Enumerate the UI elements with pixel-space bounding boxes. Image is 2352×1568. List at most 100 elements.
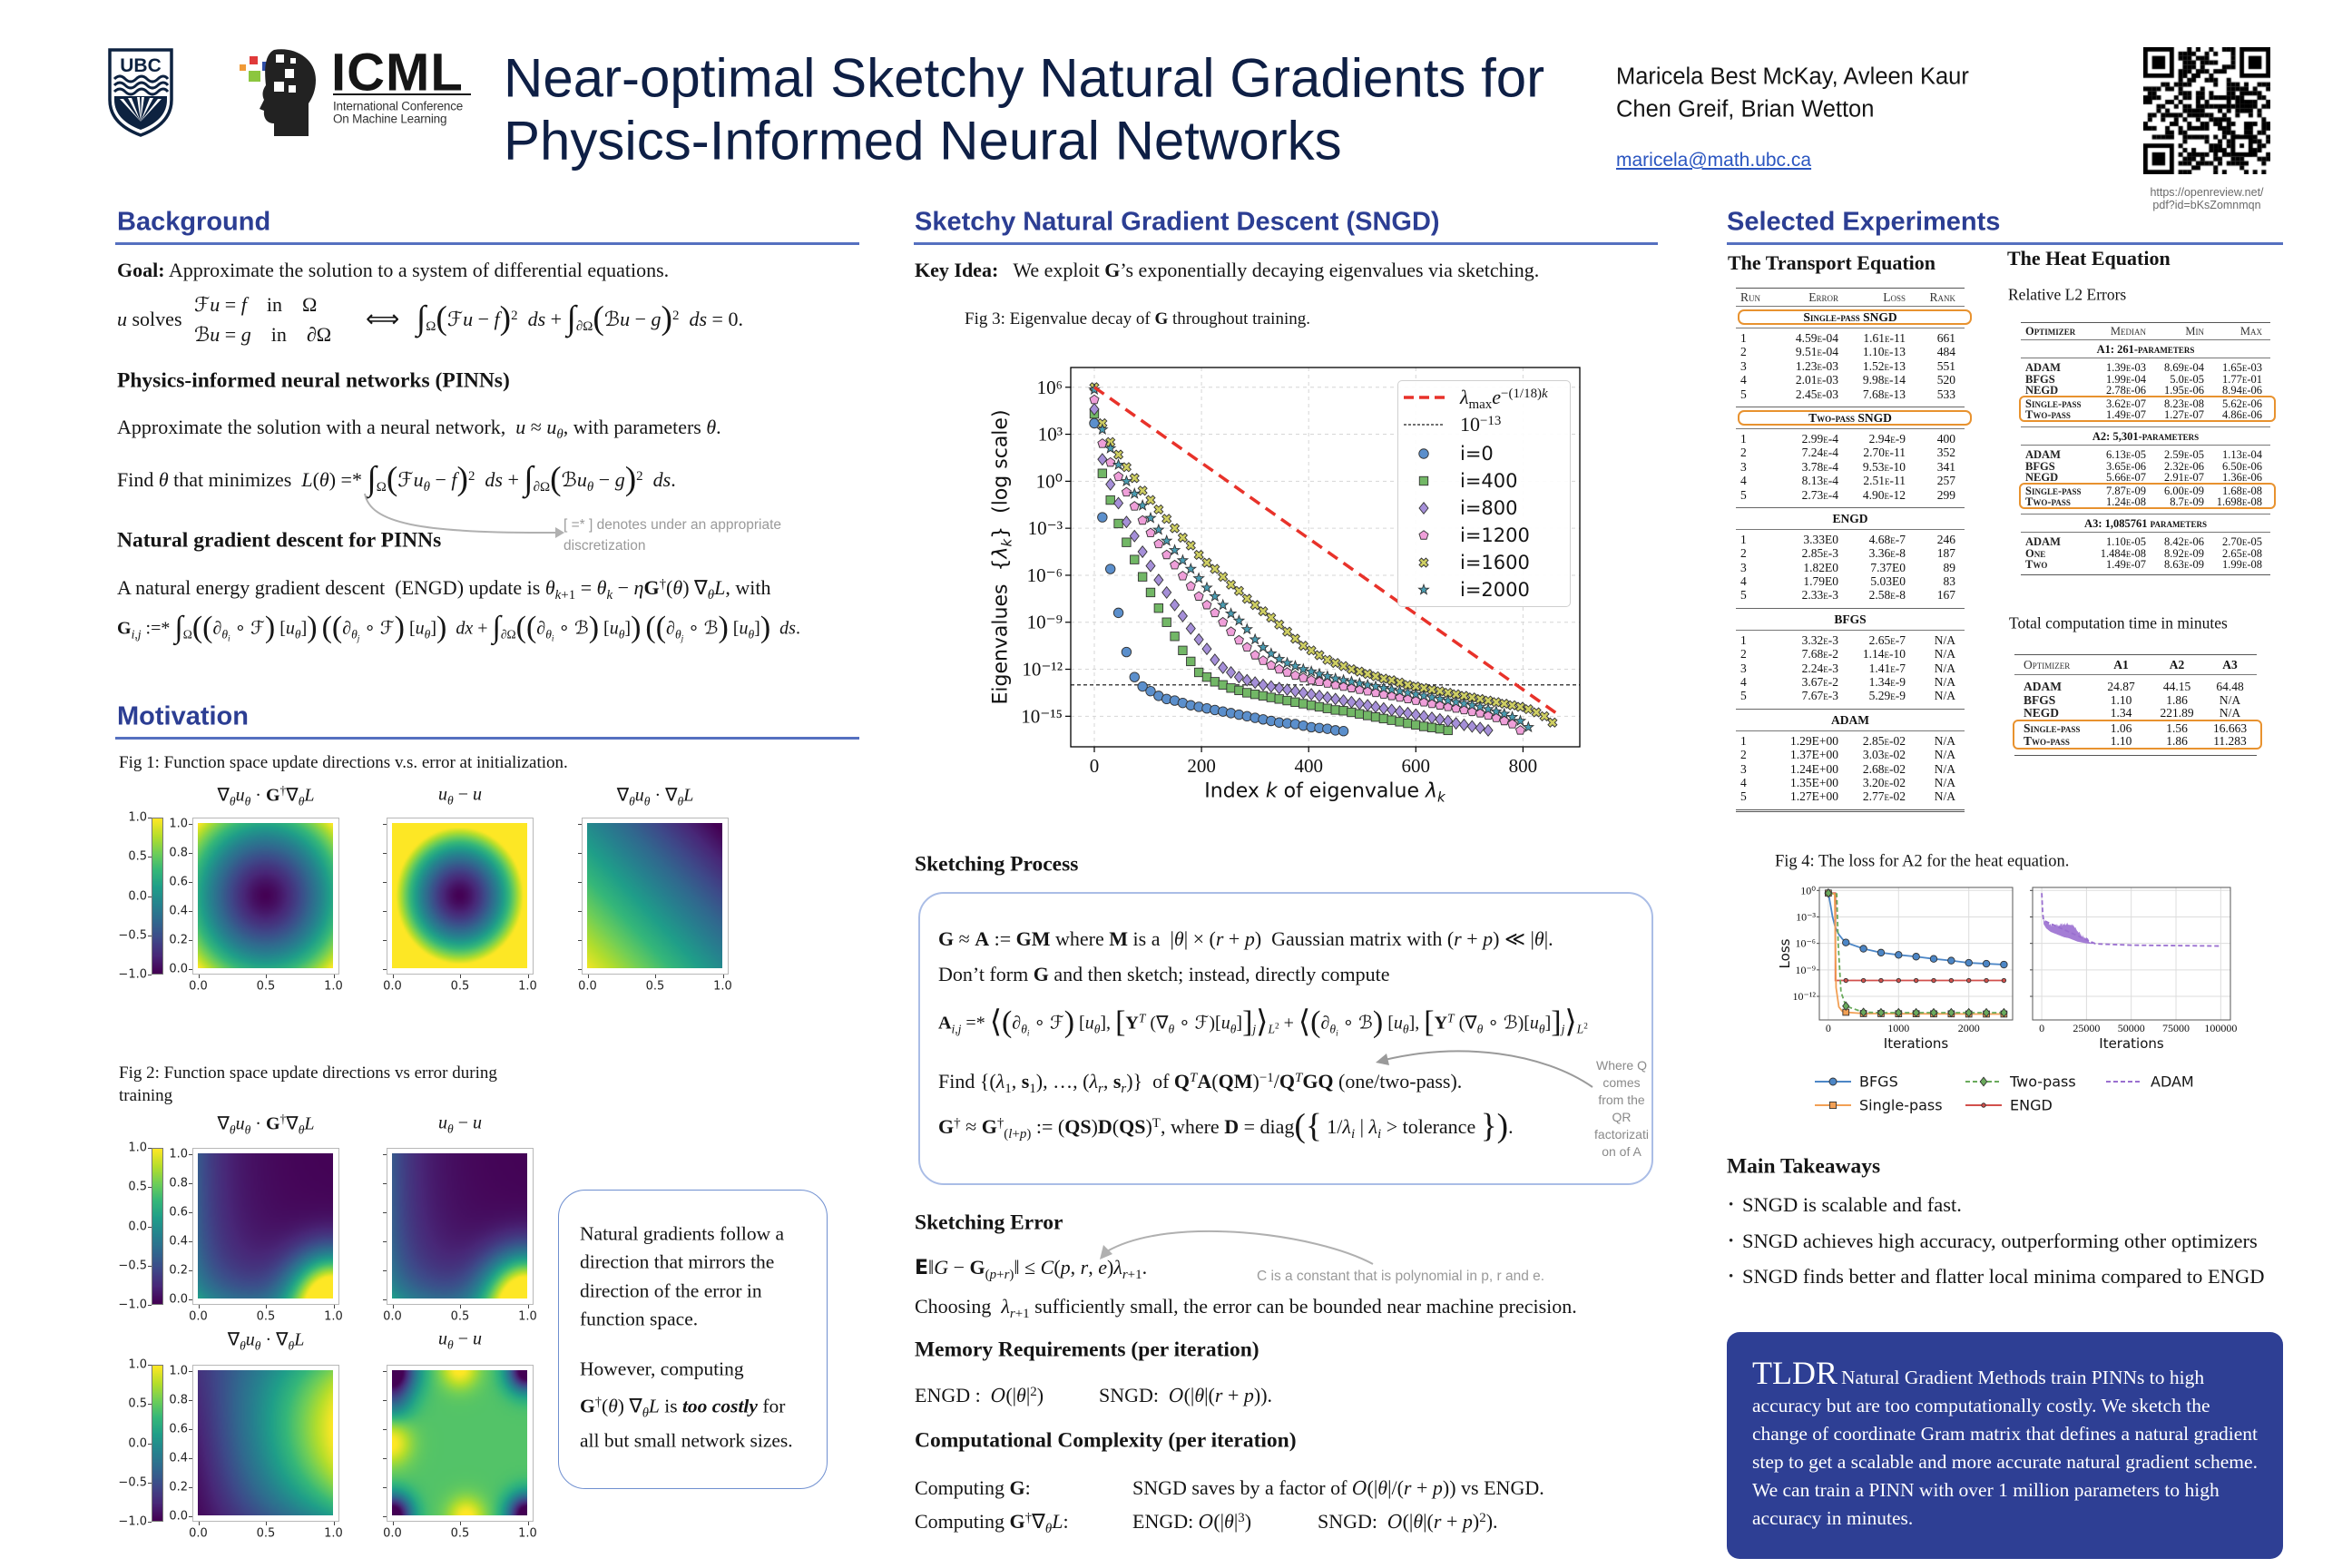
table-row: Single-pass 3.62e-07 8.23e-08 5.62e-06: [2021, 397, 2270, 410]
fig3-ytick-label: 10⁻¹⁵: [1021, 705, 1063, 727]
math-italic: λ: [1001, 1295, 1010, 1318]
table-cell: 7.87e-09: [2105, 484, 2146, 497]
math-subscript: i: [1351, 1127, 1355, 1142]
y-tick-mark: [189, 1153, 192, 1155]
colorbar-tick-mark: [148, 1187, 152, 1189]
fig4-xtick-label: 50000: [2118, 1022, 2145, 1034]
fig3-point-i-2000: [1328, 671, 1342, 684]
table-cell: ADAM: [2025, 361, 2061, 374]
fig3-point-i-1600: [1241, 593, 1252, 604]
column-header: Run: [1740, 289, 1761, 304]
math-large-symbol: (: [593, 299, 604, 338]
single-pass-line-swatch-icon: [1815, 1101, 1851, 1110]
math-large-symbol: ): [718, 610, 729, 644]
table-cell: 5.03E0: [1870, 574, 1906, 589]
fig3-point-i-800: [1466, 720, 1477, 733]
colorbar-tick-mark: [148, 1482, 152, 1484]
sketch-line-2: Don’t form G and then sketch; instead, d…: [938, 963, 1632, 986]
authors-line2: Chen Greif, Brian Wetton: [1616, 96, 1875, 122]
math-italic: e: [1492, 386, 1502, 408]
fig4-legend-bfgs: BFGS: [1813, 1073, 1913, 1091]
table-row: 5 7.67e-3 5.29e-9 N/A: [1736, 689, 1965, 702]
math-italic: L: [294, 1329, 305, 1350]
math-bold: Goal:: [117, 259, 165, 281]
section-rule: [115, 737, 859, 740]
fig3-point-i-400: [1145, 587, 1156, 598]
colorbar-tick-mark: [148, 1265, 152, 1267]
math-italic: θ: [1021, 1022, 1027, 1036]
colorbar-tick-label: 1.0: [128, 810, 147, 825]
fig3-point-i-400: [1250, 689, 1260, 700]
math-superscript: †: [954, 1115, 961, 1131]
qr-note-line: on of A: [1602, 1144, 1642, 1159]
math-italic: r: [1122, 1268, 1128, 1283]
math-italic: θ: [706, 416, 717, 438]
fig3-point-i-2000: [1474, 700, 1486, 712]
math-italic: θ: [447, 1122, 454, 1136]
math-italic: T: [1190, 1070, 1198, 1085]
column-header: Max: [2239, 324, 2262, 338]
math-superscript: †: [1024, 1510, 1033, 1525]
table-cell: 3.03e-02: [1862, 748, 1906, 762]
fig3-point-i-1200: [1137, 514, 1148, 525]
colorbar-tick-label: 1.0: [128, 1357, 147, 1372]
math-italic: θ: [1093, 1022, 1101, 1036]
fig3-point-i-1600: [1298, 641, 1308, 652]
fig3-point-i-1600: [1322, 654, 1333, 665]
math-bold: G: [117, 618, 132, 639]
math-bold: GQ: [1302, 1070, 1334, 1093]
table-cell: Two-pass: [2025, 495, 2071, 509]
math-subscript: θ: [678, 794, 684, 808]
fig3-point-i-400: [1170, 632, 1180, 642]
column-header: A2: [2169, 657, 2185, 671]
fig3-point-i-1200: [1161, 549, 1172, 560]
table-group: A1: 261-parameters ADAM 1.39e-03 8.69e-04 1.…: [2019, 340, 2276, 427]
fig3-point-i-0: [1104, 564, 1116, 574]
section-heading-experiments: Selected Experiments: [1727, 207, 2001, 237]
table-cell: 5.62e-06: [2221, 397, 2262, 410]
math-bold: G: [1104, 259, 1121, 281]
ngd-heading: Natural gradient descent for PINNs: [117, 528, 442, 553]
table-cell: 5: [1740, 487, 1747, 502]
math-subscript: i: [552, 633, 554, 642]
table-cell: 4: [1740, 675, 1747, 690]
x-tick-label: 0.0: [189, 1526, 208, 1541]
table-row: 4 8.13e-4 2.51e-11 257: [1736, 474, 1965, 487]
math-italic: θ: [674, 627, 681, 642]
math-large-symbol: (: [436, 299, 447, 338]
math-italic: θ: [545, 627, 552, 642]
table-cell: 1: [1740, 733, 1747, 748]
math-subscript: ∂Ω: [500, 627, 516, 642]
math-italic: θ: [221, 627, 229, 642]
fig3-point-i-800: [1418, 710, 1429, 723]
table-cell: 8.92e-09: [2163, 546, 2204, 560]
math-italic: u: [546, 416, 557, 438]
fig3-point-i-400: [1186, 656, 1196, 667]
diamond-marker-icon: [1418, 501, 1429, 515]
discretization-annotation-line2: discretization: [564, 538, 646, 554]
math-italic: r: [1080, 1256, 1089, 1279]
math-italic: u: [472, 1328, 482, 1349]
fig3-point-i-2000: [1240, 622, 1254, 635]
fig3-point-i-2000: [1249, 632, 1261, 645]
table-cell: 1.68e-08: [2221, 484, 2262, 497]
math-large-symbol: }: [1480, 1107, 1497, 1145]
math-subscript: k: [1437, 789, 1446, 806]
fig3-point-i-400: [1378, 713, 1389, 724]
y-tick-label: 1.0: [169, 817, 188, 830]
fig3-point-i-1600: [1531, 707, 1542, 718]
fig3-point-i-2000: [1224, 607, 1238, 619]
fig3-point-i-2000: [1417, 689, 1430, 701]
fig1-title-error: uθ − u: [438, 784, 482, 808]
x-tick-label: 0.0: [578, 979, 597, 994]
fig4-xtick-label: 0: [2039, 1022, 2044, 1034]
email-link[interactable]: maricela@math.ubc.ca: [1616, 150, 1812, 171]
fig3-point-i-2000: [1136, 498, 1149, 511]
math-italic: θ: [1413, 1510, 1424, 1533]
table-cell: 2: [1740, 345, 1747, 359]
table-cell: 6.00e-09: [2163, 484, 2204, 497]
fig4-y-axis-label: Loss: [1779, 938, 1793, 968]
table-cell: 7.24e-4: [1801, 446, 1838, 460]
table-cell: 3.62e-07: [2105, 397, 2146, 410]
math-subscript: r: [1098, 1082, 1103, 1096]
